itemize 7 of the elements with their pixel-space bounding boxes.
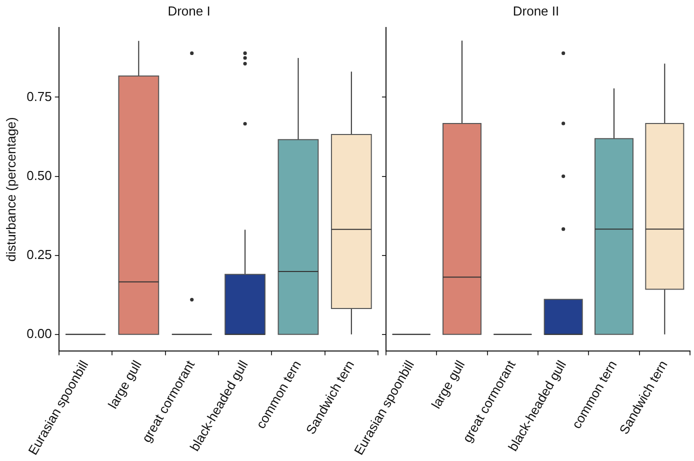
y-tick-label: 0.50 — [26, 168, 52, 183]
y-tick-label: 0.75 — [26, 88, 52, 104]
chart-title: Drone II — [512, 3, 560, 18]
chart-title: Drone I — [168, 3, 210, 18]
y-tick-label: 0.00 — [26, 326, 52, 342]
y-axis-title: disturbance (percentage) — [3, 117, 18, 262]
y-tick-label: 0.25 — [26, 246, 52, 262]
